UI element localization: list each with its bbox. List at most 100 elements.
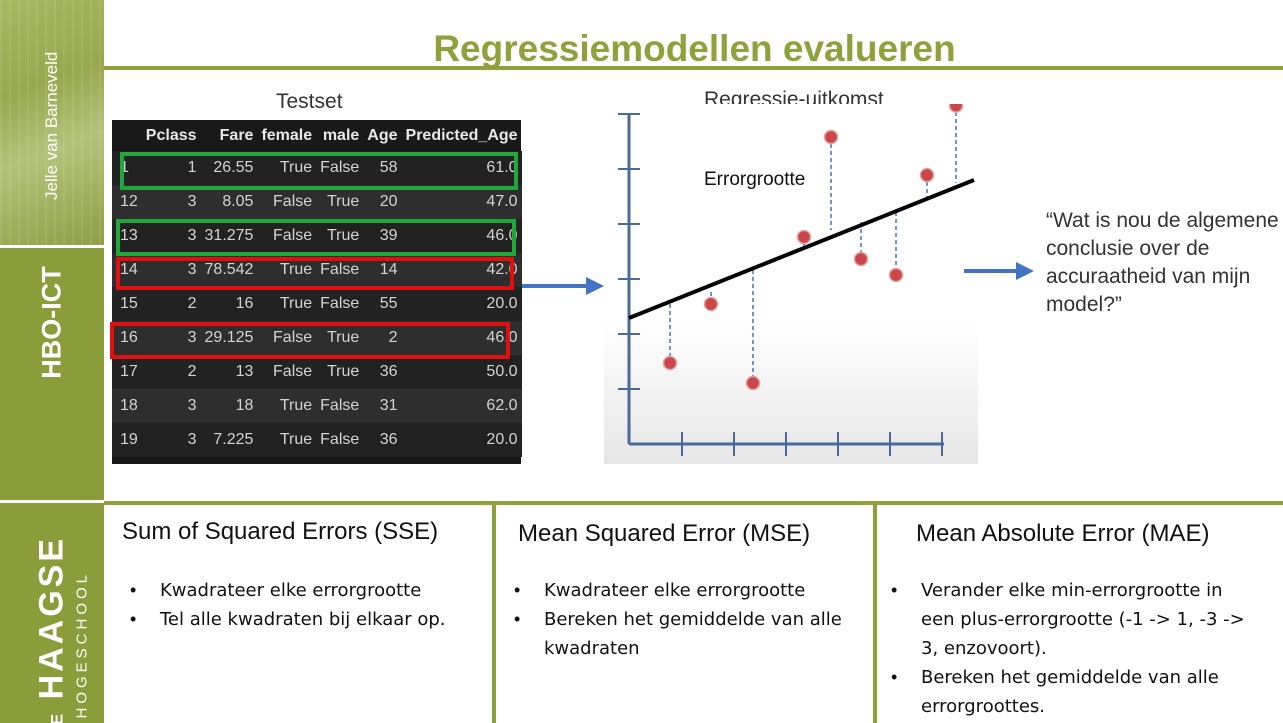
table-cell: 17 xyxy=(112,355,142,389)
table-row: 17 2 13 False True 36 50.0 xyxy=(112,355,522,389)
table-cell: 39 xyxy=(363,219,402,253)
table-cell: True xyxy=(257,287,317,321)
table-cell: 12 xyxy=(112,185,142,219)
table-cell: 20.0 xyxy=(401,423,522,457)
author-name: Jelle van Barneveld xyxy=(42,51,61,200)
table-cell: 3 xyxy=(141,423,201,457)
table-cell: 29.125 xyxy=(200,321,258,355)
table-cell: 18 xyxy=(112,389,142,423)
table-cell: 2 xyxy=(141,355,201,389)
sidebar-divider xyxy=(0,500,104,503)
table-cell: 19 xyxy=(112,423,142,457)
logo-main-text: HAAGSE xyxy=(32,535,71,700)
data-point xyxy=(919,167,935,183)
table-cell: False xyxy=(316,423,364,457)
list-item: Bereken het gemiddelde van alle kwadrate… xyxy=(514,605,852,663)
panel-divider xyxy=(873,501,877,723)
table-cell: True xyxy=(316,219,364,253)
regression-plot: Errorgrootte xyxy=(604,104,978,464)
table-cell: 36 xyxy=(363,423,402,457)
panel-divider xyxy=(492,501,496,723)
logo-prefix: DE xyxy=(48,712,67,723)
data-point xyxy=(796,229,812,245)
table-cell: False xyxy=(316,389,364,423)
table-cell: True xyxy=(257,253,317,287)
table-cell: 26.55 xyxy=(200,151,258,185)
metrics-panels: Sum of Squared Errors (SSE) Kwadrateer e… xyxy=(104,501,1283,723)
sse-heading: Sum of Squared Errors (SSE) xyxy=(122,518,439,545)
data-point xyxy=(888,267,904,283)
slide-title: Regressiemodellen evalueren xyxy=(433,28,956,69)
table-cell: 31 xyxy=(363,389,402,423)
table-row: 1 1 26.55 True False 58 61.0 xyxy=(112,151,522,185)
column-header: Fare xyxy=(219,126,254,144)
table-cell: 31.275 xyxy=(200,219,258,253)
table-cell: 3 xyxy=(141,219,201,253)
table-cell: False xyxy=(316,287,364,321)
title-underline xyxy=(104,66,1283,70)
mae-bullet-list: Verander elke min-errorgrootte in een pl… xyxy=(891,576,1259,721)
column-header: Age xyxy=(367,126,398,144)
table-cell: True xyxy=(316,185,364,219)
panels-top-rule xyxy=(104,501,1283,505)
table-cell: 3 xyxy=(141,185,201,219)
sse-panel: Sum of Squared Errors (SSE) Kwadrateer e… xyxy=(104,501,492,723)
table-cell: 20 xyxy=(363,185,402,219)
highlight-green-row-1 xyxy=(120,152,518,190)
data-point xyxy=(703,296,719,312)
highlight-green-row-13 xyxy=(116,219,516,256)
table-row: 19 3 7.225 True False 36 20.0 xyxy=(112,423,522,457)
table-cell: 13 xyxy=(200,355,258,389)
table-cell: True xyxy=(316,321,364,355)
arrow-to-question-shaft xyxy=(964,269,1018,273)
table-cell: 15 xyxy=(112,287,142,321)
data-point xyxy=(823,129,839,145)
table-cell: False xyxy=(257,355,317,389)
sidebar-photo-texture xyxy=(0,0,104,245)
table-cell: 2 xyxy=(363,321,402,355)
table-cell: 7.225 xyxy=(200,423,258,457)
highlight-red-row-14 xyxy=(116,257,514,290)
table-cell: 50.0 xyxy=(401,355,522,389)
data-point xyxy=(745,375,761,391)
mse-heading: Mean Squared Error (MSE) xyxy=(518,520,811,547)
list-item: Kwadrateer elke errorgrootte xyxy=(514,576,852,605)
arrow-to-plot-head xyxy=(586,277,604,295)
plot-background xyxy=(604,104,978,464)
table-cell: True xyxy=(316,355,364,389)
testset-label: Testset xyxy=(276,90,343,113)
sidebar: Jelle van Barneveld HBO-ICT DE HAAGSE HO… xyxy=(0,0,104,723)
table-cell: 47.0 xyxy=(401,185,522,219)
conclusion-question: “Wat is nou de algemene conclusie over d… xyxy=(1046,209,1279,316)
table-cell: 18 xyxy=(200,389,258,423)
arrow-to-question-head xyxy=(1016,262,1034,280)
table-cell: 61.0 xyxy=(401,151,522,185)
column-header: male xyxy=(322,126,360,144)
table-cell: 58 xyxy=(363,151,402,185)
table-cell: 1 xyxy=(112,151,142,185)
column-header: Pclass xyxy=(145,126,197,144)
table-cell: 16 xyxy=(200,287,258,321)
department-label: HBO-ICT xyxy=(36,266,67,379)
table-cell: 16 xyxy=(112,321,142,355)
mse-bullet-list: Kwadrateer elke errorgrootte Bereken het… xyxy=(514,576,852,663)
sse-bullet-list: Kwadrateer elke errorgrootte Tel alle kw… xyxy=(130,576,478,634)
table-cell: 1 xyxy=(141,151,201,185)
table-row: 18 3 18 True False 31 62.0 xyxy=(112,389,522,423)
list-item: Tel alle kwadraten bij elkaar op. xyxy=(130,605,478,634)
column-header: Predicted_Age xyxy=(405,126,518,144)
table-cell: 62.0 xyxy=(401,389,522,423)
mse-panel: Mean Squared Error (MSE) Kwadrateer elke… xyxy=(496,501,873,723)
mae-heading: Mean Absolute Error (MAE) xyxy=(916,520,1210,547)
table-cell: 3 xyxy=(141,321,201,355)
table-cell: 2 xyxy=(141,287,201,321)
table-row: 12 3 8.05 False True 20 47.0 xyxy=(112,185,522,219)
table-cell: False xyxy=(316,151,364,185)
table-cell: True xyxy=(257,389,317,423)
table-cell: 8.05 xyxy=(200,185,258,219)
table-cell: 3 xyxy=(141,389,201,423)
table-cell: 20.0 xyxy=(401,287,522,321)
table-cell: 55 xyxy=(363,287,402,321)
school-logo: DE HAAGSE xyxy=(33,500,72,723)
table-cell: 36 xyxy=(363,355,402,389)
